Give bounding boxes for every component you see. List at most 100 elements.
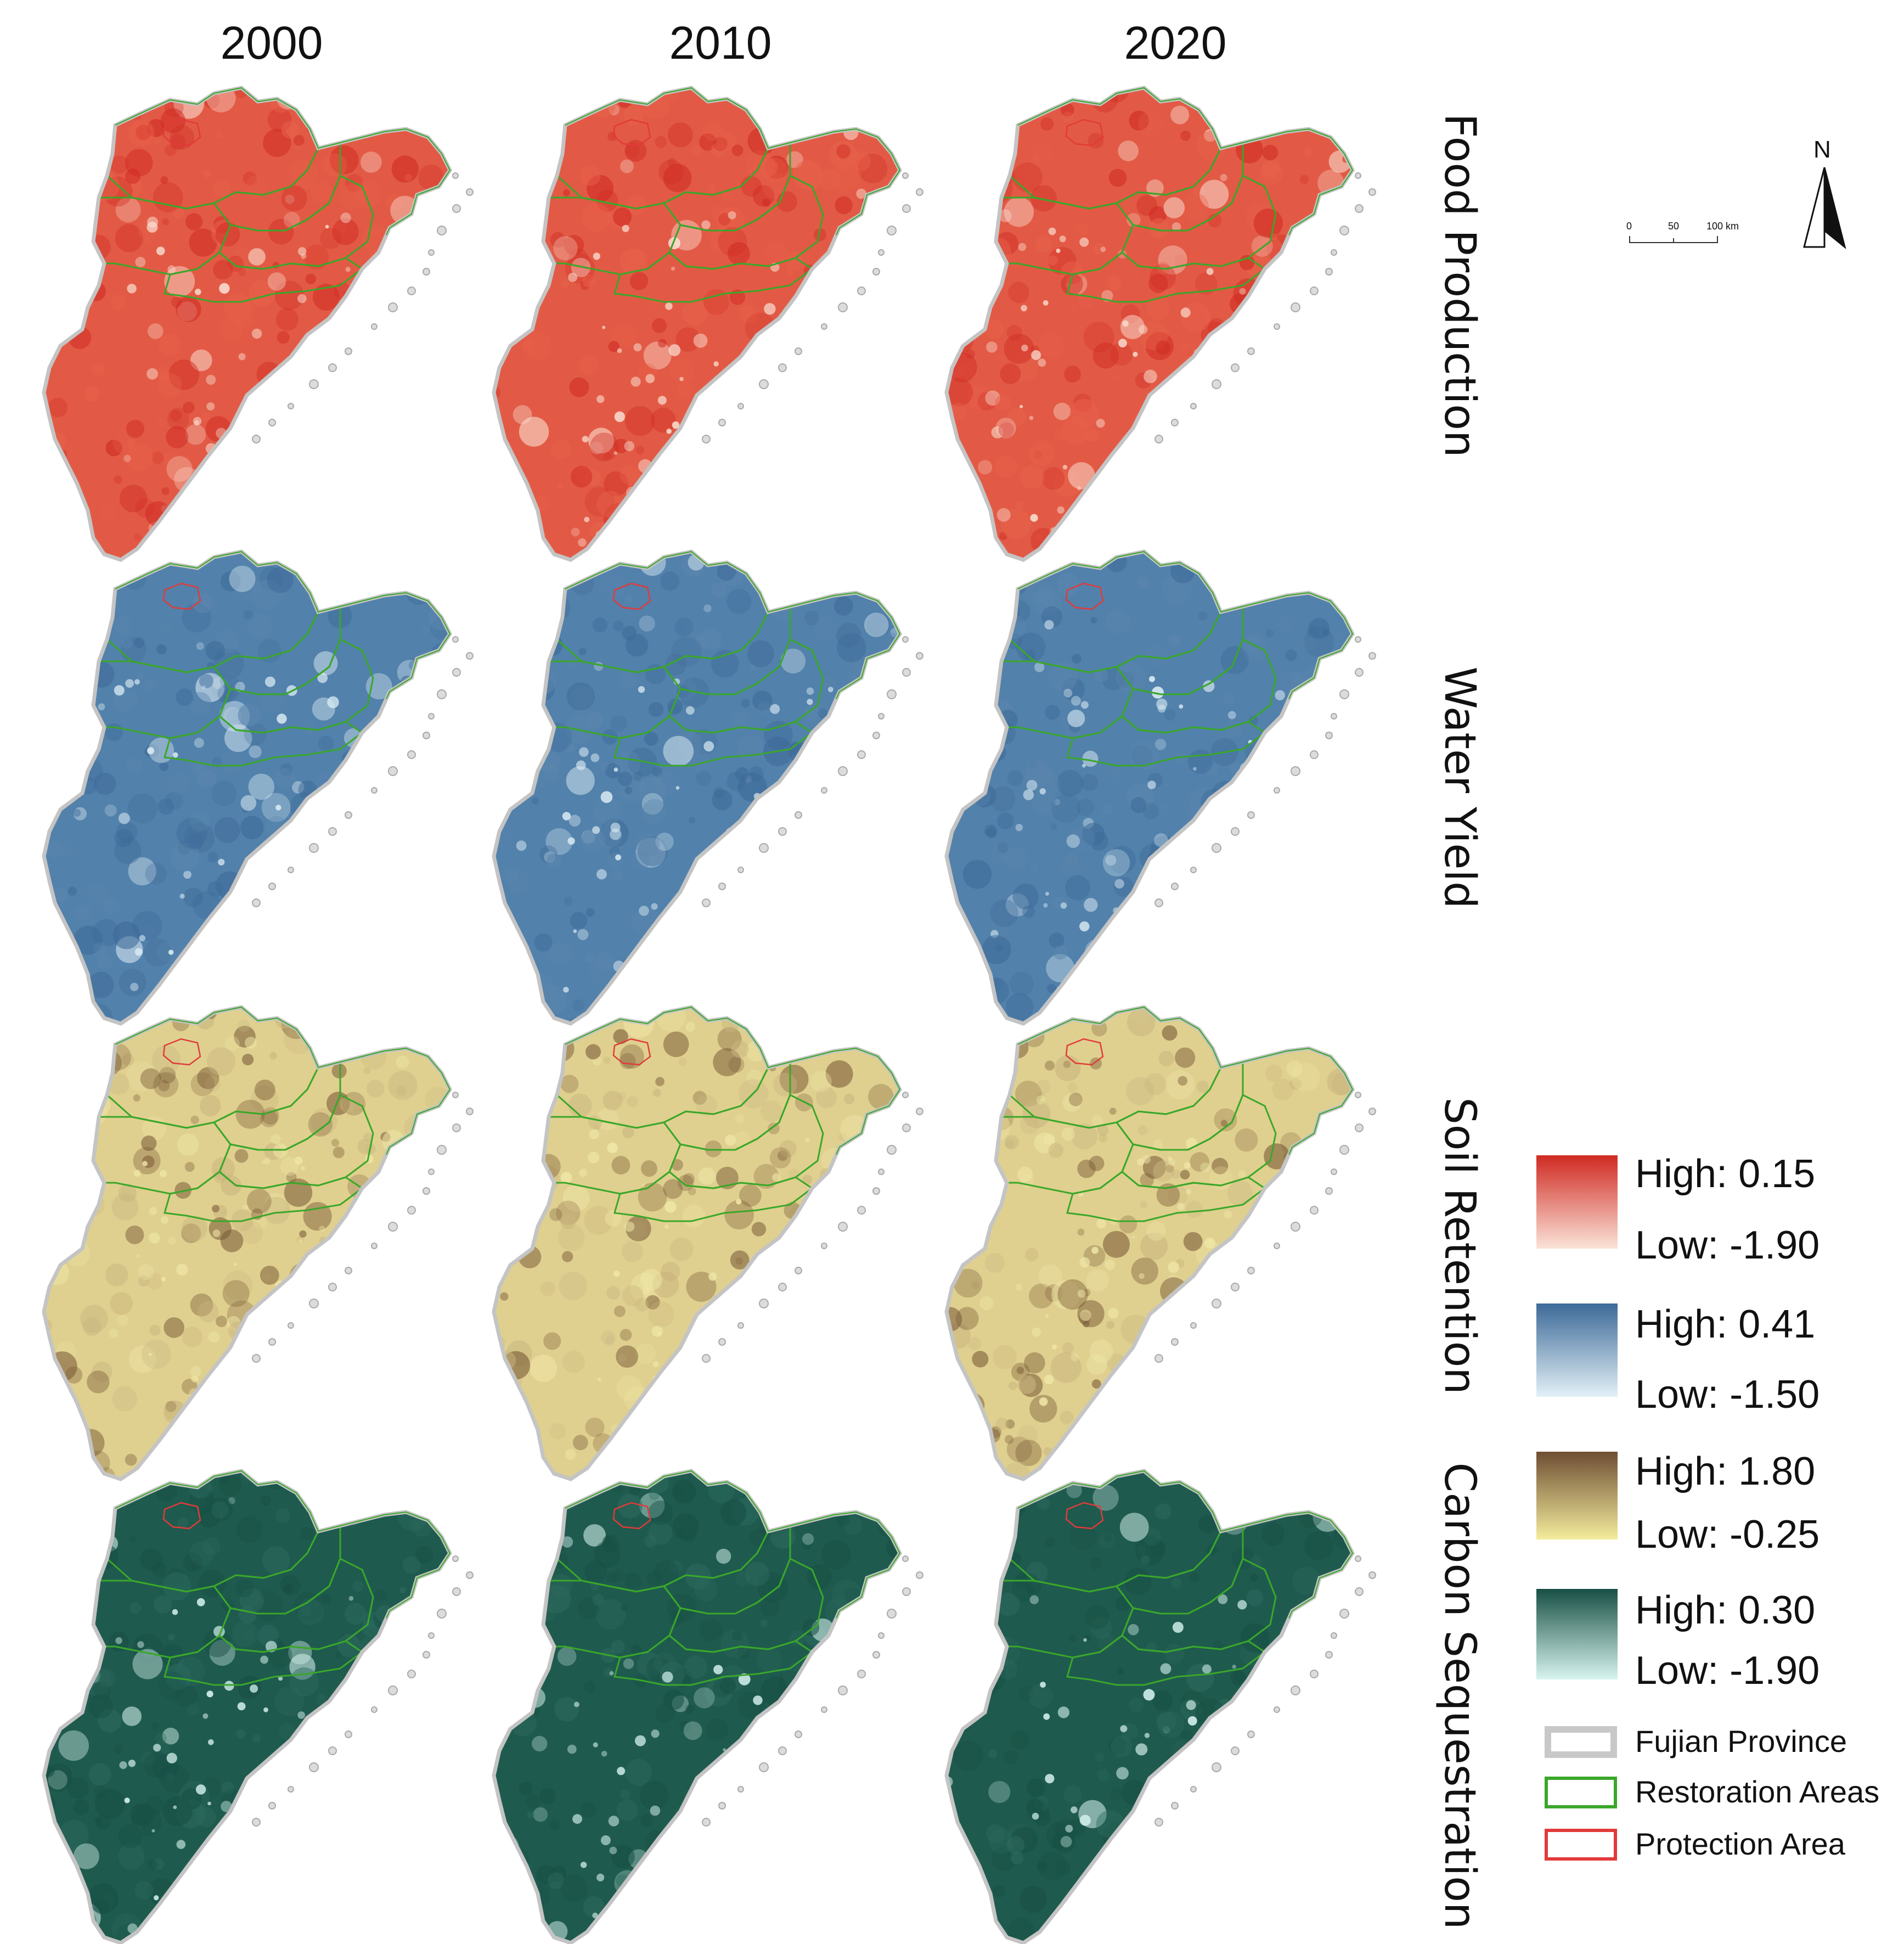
island-shape (1325, 732, 1333, 739)
island-shape (388, 766, 398, 776)
island-shape (878, 249, 885, 256)
province-fill (494, 552, 900, 1024)
island-shape (795, 1267, 802, 1274)
island-shape (1212, 379, 1221, 389)
island-shape (1231, 1283, 1240, 1291)
island-shape (759, 843, 769, 853)
map-panel-soil-retention-2000 (42, 1005, 474, 1481)
island-shape (759, 1299, 769, 1308)
island-shape (902, 204, 911, 213)
province-inland-edge (43, 550, 451, 1025)
island-shape (821, 1706, 827, 1713)
island-shape (309, 1299, 319, 1308)
island-shape (252, 898, 261, 907)
island-shape (1355, 636, 1361, 643)
island-shape (1171, 1338, 1179, 1346)
island-shape (1355, 1555, 1361, 1562)
province-fill (44, 552, 450, 1024)
island-shape (452, 1092, 459, 1098)
island-shape (328, 1746, 337, 1755)
island-shape (838, 766, 848, 776)
map-panel-carbon-sequestration-2010 (492, 1469, 923, 1944)
map-panel-water-yield-2020 (944, 549, 1376, 1026)
legend-key-protection-label: Protection Area (1635, 1827, 1845, 1861)
island-shape (1310, 1670, 1319, 1678)
island-shape (838, 302, 848, 312)
island-shape (1291, 302, 1300, 312)
legend-key-protection-area (1545, 1829, 1617, 1861)
province-inland-edge (945, 550, 1354, 1025)
island-shape (452, 204, 461, 213)
protection-area-outline (612, 582, 651, 610)
island-shape (452, 1123, 461, 1132)
province-inland-edge (493, 550, 901, 1025)
map-panel-food-production-2000 (42, 86, 474, 562)
island-shape (902, 172, 909, 179)
island-shape (437, 226, 447, 235)
island-shape (902, 636, 909, 643)
protection-area-outline (1065, 119, 1104, 147)
legend-ramp-food (1536, 1155, 1618, 1249)
legend-food-high: High: 0.15 (1635, 1152, 1816, 1196)
scale-tick-50: 50 (1668, 221, 1680, 232)
island-shape (452, 1555, 459, 1562)
island-shape (778, 1283, 787, 1291)
province-inland-edge (493, 1470, 901, 1944)
island-shape (371, 1706, 378, 1713)
island-shape (1171, 419, 1179, 426)
province-inland-edge (945, 1006, 1354, 1480)
island-shape (1310, 286, 1319, 295)
province-inland-edge (493, 87, 901, 561)
island-shape (737, 1786, 744, 1793)
island-shape (1291, 1222, 1300, 1232)
island-shape (821, 787, 827, 794)
island-shape (345, 347, 352, 355)
island-shape (857, 286, 866, 295)
island-shape (878, 713, 885, 720)
island-shape (902, 1587, 911, 1596)
island-shape (857, 1206, 866, 1215)
island-shape (902, 668, 911, 677)
protection-area-outline (1065, 1502, 1104, 1530)
legend-key-restoration-areas (1545, 1777, 1617, 1808)
island-shape (466, 1108, 474, 1115)
province-inland-edge (945, 87, 1354, 561)
island-shape (1190, 1786, 1197, 1793)
island-shape (878, 1168, 885, 1175)
island-shape (1355, 1587, 1364, 1596)
island-shape (902, 1092, 909, 1098)
island-shape (872, 1651, 880, 1659)
island-shape (328, 363, 337, 372)
island-shape (821, 323, 827, 330)
island-shape (1274, 787, 1280, 794)
island-shape (1355, 1092, 1361, 1098)
island-shape (1331, 1632, 1337, 1639)
island-shape (1154, 1818, 1163, 1827)
island-shape (1339, 1145, 1349, 1155)
island-shape (718, 883, 726, 890)
legend-carbon-low: Low: -1.90 (1635, 1649, 1820, 1693)
island-shape (737, 403, 744, 409)
island-shape (268, 419, 276, 426)
island-shape (887, 689, 897, 699)
province-fill (494, 1007, 900, 1479)
island-shape (759, 1762, 769, 1772)
island-shape (407, 1206, 416, 1215)
island-shape (1355, 204, 1364, 213)
island-shape (1325, 1187, 1333, 1195)
island-shape (857, 750, 866, 759)
island-shape (778, 1746, 787, 1755)
protection-area-outline (612, 119, 651, 147)
island-shape (428, 1632, 435, 1639)
island-shape (702, 1818, 711, 1827)
island-shape (916, 188, 923, 196)
province-inland-edge (493, 1006, 901, 1480)
island-shape (423, 1651, 430, 1659)
island-shape (1291, 766, 1300, 776)
island-shape (887, 1609, 897, 1619)
protection-area-outline (162, 119, 201, 147)
island-shape (388, 1685, 398, 1695)
island-shape (288, 1322, 294, 1329)
province-inland-edge (43, 87, 451, 561)
